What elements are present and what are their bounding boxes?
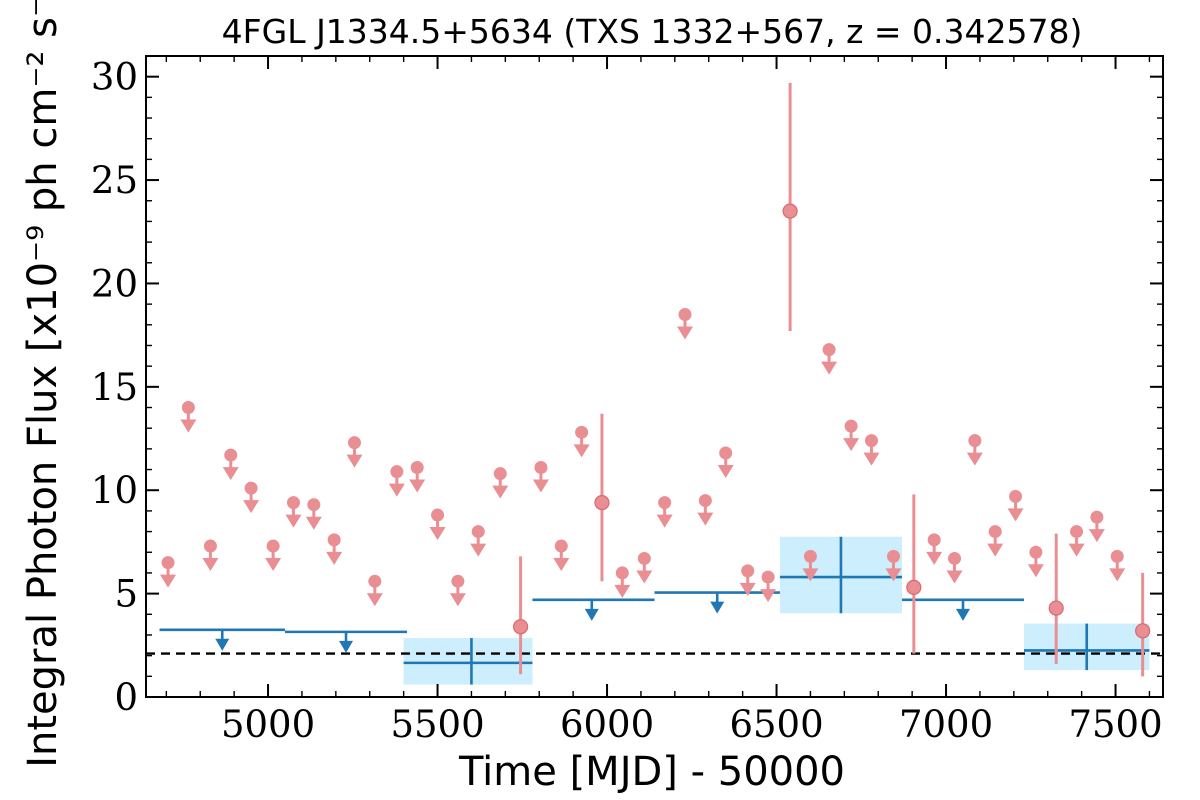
- fine-upper-limit-arrow: [697, 512, 714, 526]
- axes-border: [145, 55, 1164, 698]
- fine-upper-limit-arrow: [802, 568, 819, 582]
- x-axis-label: Time [MJD] - 50000: [458, 749, 845, 795]
- y-tick-label: 5: [114, 573, 138, 616]
- fine-upper-limit-arrow: [1068, 543, 1085, 557]
- fine-upper-limit-arrow: [885, 568, 902, 582]
- fine-upper-limit-arrow: [1088, 529, 1105, 543]
- fine-upper-limit-arrow: [614, 584, 631, 598]
- x-tick-label: 6000: [560, 703, 654, 746]
- fine-upper-limit-arrow: [243, 500, 260, 514]
- y-tick-label: 15: [91, 366, 138, 409]
- fine-upper-limit-arrow: [470, 543, 487, 557]
- fine-upper-limit-arrow: [160, 574, 177, 588]
- fine-upper-limit-arrow: [573, 444, 590, 458]
- y-tick-label: 10: [91, 469, 138, 512]
- fine-upper-limit-arrow: [409, 479, 426, 493]
- fine-upper-limit-arrow: [1027, 564, 1044, 578]
- fine-upper-limit-arrow: [388, 483, 405, 497]
- coarse-upper-limit-arrow: [584, 608, 599, 621]
- fine-upper-limit-arrow: [987, 543, 1004, 557]
- x-tick-label: 5500: [390, 703, 484, 746]
- fine-upper-limit-arrow: [863, 452, 880, 466]
- y-tick-label: 30: [91, 56, 138, 99]
- coarse-upper-limit-arrow: [215, 638, 230, 651]
- fine-upper-limit-arrow: [739, 582, 756, 596]
- x-tick-label: 7000: [899, 703, 993, 746]
- fine-upper-limit-arrow: [492, 485, 509, 499]
- fine-upper-limit-arrow: [760, 589, 777, 603]
- coarse-upper-limit-arrow: [955, 608, 970, 621]
- fine-detection-point: [906, 579, 922, 596]
- fine-upper-limit-arrow: [1109, 568, 1126, 582]
- fine-detection-point: [1048, 600, 1064, 616]
- fine-upper-limit-arrow: [946, 570, 963, 584]
- coarse-upper-limit-arrow: [710, 601, 725, 614]
- fine-upper-limit-arrow: [553, 558, 570, 572]
- fine-upper-limit-arrow: [180, 419, 197, 433]
- plot-frame: [145, 55, 1164, 698]
- fine-upper-limit-arrow: [717, 465, 734, 479]
- fine-upper-limit-arrow: [265, 558, 282, 572]
- fine-detection-point: [594, 495, 610, 511]
- fine-upper-limit-arrow: [326, 551, 343, 565]
- fine-upper-limit-arrow: [285, 514, 302, 528]
- fine-upper-limit-arrow: [532, 479, 549, 493]
- fine-upper-limit-arrow: [966, 452, 983, 466]
- y-axis-label: Integral Photon Flux [x10⁻⁹ ph cm⁻² s⁻¹]: [20, 0, 66, 768]
- fine-upper-limit-arrow: [677, 326, 694, 340]
- fine-upper-limit-arrow: [449, 593, 466, 607]
- x-tick-label: 6500: [729, 703, 823, 746]
- fine-detection-point: [782, 203, 798, 219]
- fine-detection-point: [512, 619, 529, 635]
- fine-detection-point: [1135, 623, 1151, 639]
- fine-upper-limit-arrow: [305, 516, 322, 530]
- fine-upper-limit-arrow: [636, 570, 653, 584]
- fine-upper-limit-arrow: [843, 438, 860, 452]
- coarse-upper-limit-arrow: [339, 640, 354, 653]
- x-tick-label: 7500: [1068, 703, 1162, 746]
- chart-title: 4FGL J1334.5+5634 (TXS 1332+567, z = 0.3…: [222, 12, 1083, 51]
- fine-upper-limit-arrow: [1007, 508, 1024, 522]
- fine-bin-series: [160, 82, 1151, 677]
- fine-upper-limit-arrow: [821, 361, 838, 375]
- fine-upper-limit-arrow: [366, 593, 383, 607]
- fine-upper-limit-arrow: [222, 467, 239, 481]
- fine-upper-limit-arrow: [926, 551, 943, 565]
- fine-upper-limit-arrow: [429, 527, 446, 541]
- coarse-error-band: [403, 638, 533, 685]
- y-tick-label: 0: [114, 676, 138, 719]
- fine-upper-limit-arrow: [346, 454, 363, 468]
- x-tick-label: 5000: [221, 703, 315, 746]
- y-tick-label: 25: [91, 159, 138, 202]
- fine-upper-limit-arrow: [656, 514, 673, 528]
- coarse-bin-series: [159, 536, 1150, 685]
- y-tick-label: 20: [91, 262, 138, 305]
- fine-upper-limit-arrow: [202, 558, 219, 572]
- axis-ticks: 5000 5500 6000 6500 7000 7500 0 5 10 15 20 25 30: [91, 55, 1163, 746]
